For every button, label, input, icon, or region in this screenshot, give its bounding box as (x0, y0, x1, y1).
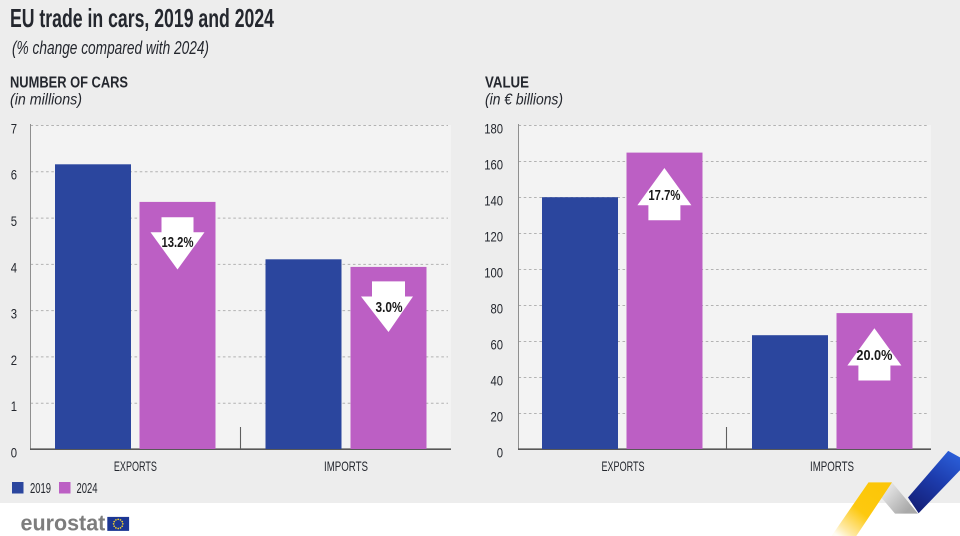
svg-text:4: 4 (11, 259, 17, 275)
svg-text:(in € billions): (in € billions) (485, 92, 563, 109)
svg-text:160: 160 (484, 156, 503, 172)
svg-text:2019: 2019 (30, 481, 51, 497)
svg-text:EU trade in cars, 2019 and 202: EU trade in cars, 2019 and 2024 (10, 3, 274, 33)
svg-text:20: 20 (491, 408, 504, 424)
svg-text:60: 60 (491, 336, 504, 352)
svg-text:40: 40 (491, 372, 504, 388)
svg-text:180: 180 (484, 120, 503, 136)
svg-text:6: 6 (11, 167, 17, 183)
svg-text:5: 5 (11, 213, 17, 229)
svg-text:13.2%: 13.2% (162, 234, 194, 251)
svg-text:140: 140 (484, 192, 503, 208)
svg-text:17.7%: 17.7% (648, 187, 680, 204)
svg-text:0: 0 (497, 444, 503, 460)
svg-text:IMPORTS: IMPORTS (810, 458, 854, 474)
svg-text:2024: 2024 (77, 481, 98, 497)
svg-text:20.0%: 20.0% (856, 347, 892, 364)
svg-text:NUMBER OF CARS: NUMBER OF CARS (10, 75, 128, 92)
svg-text:120: 120 (484, 228, 503, 244)
svg-text:1: 1 (11, 398, 17, 414)
svg-text:100: 100 (484, 264, 503, 280)
svg-text:7: 7 (11, 120, 17, 136)
svg-text:(% change compared with 2024): (% change compared with 2024) (12, 38, 209, 58)
svg-text:IMPORTS: IMPORTS (324, 458, 368, 474)
svg-text:(in millions): (in millions) (10, 92, 82, 109)
svg-text:3: 3 (11, 306, 17, 322)
svg-text:eurostat: eurostat (21, 510, 106, 535)
svg-text:EXPORTS: EXPORTS (602, 458, 645, 474)
svg-text:EXPORTS: EXPORTS (114, 458, 157, 474)
svg-text:0: 0 (11, 444, 17, 460)
svg-text:VALUE: VALUE (485, 75, 529, 92)
svg-text:2: 2 (11, 352, 17, 368)
svg-text:3.0%: 3.0% (376, 299, 403, 316)
svg-text:80: 80 (491, 300, 504, 316)
